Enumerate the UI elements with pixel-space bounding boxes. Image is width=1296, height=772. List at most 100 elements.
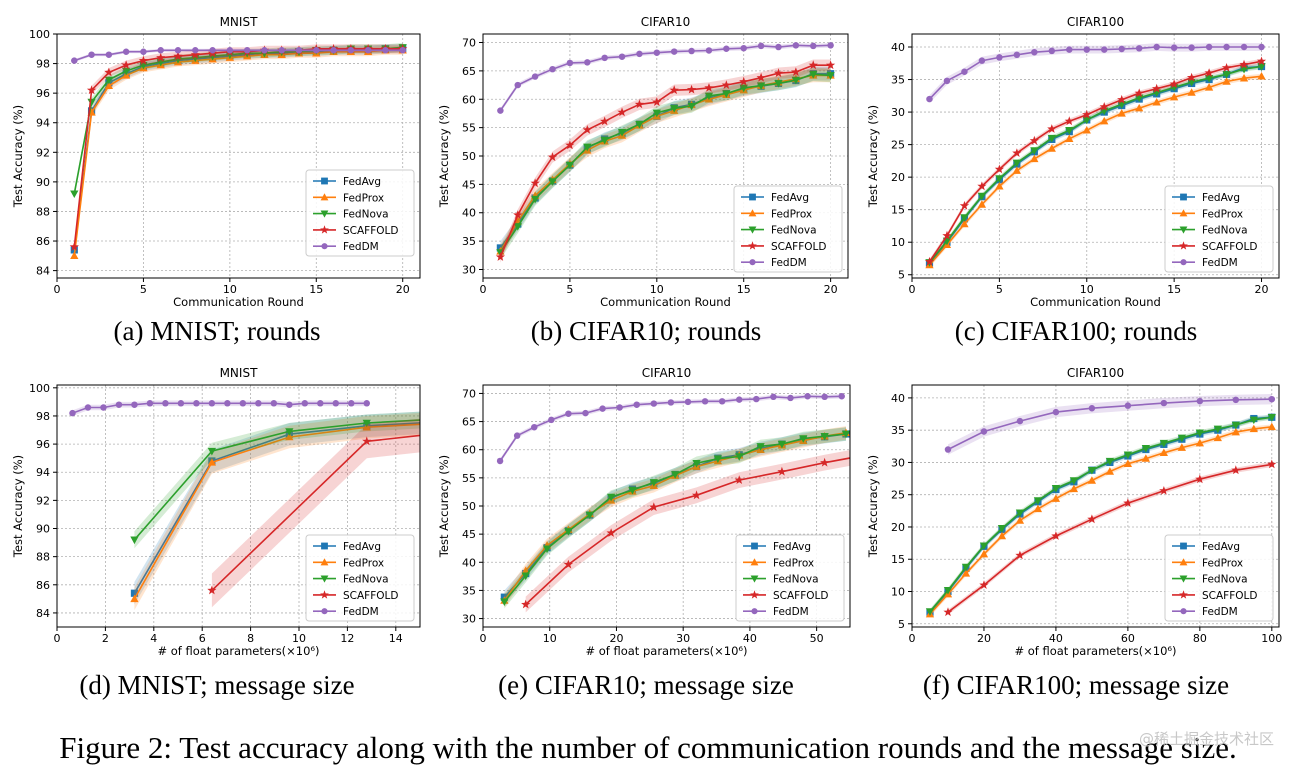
marker-triangle-down xyxy=(585,511,594,520)
marker-triangle-up xyxy=(750,558,759,566)
subcaption-c: (c) CIFAR100; rounds xyxy=(954,316,1198,346)
marker-star xyxy=(1012,148,1022,157)
marker-circle xyxy=(1013,51,1021,59)
marker-triangle-down xyxy=(943,586,953,595)
y-tick-label: 94 xyxy=(36,117,50,130)
marker-circle xyxy=(224,400,231,407)
legend-box xyxy=(733,185,843,273)
series-fednova xyxy=(925,414,1276,616)
marker-triangle-up xyxy=(1204,83,1214,91)
legend-label: FedAvg xyxy=(1202,192,1240,204)
marker-star xyxy=(600,116,610,126)
plot-area xyxy=(925,394,1277,618)
marker-triangle-down xyxy=(1082,116,1091,125)
y-tick-label: 50 xyxy=(462,150,476,163)
marker-triangle-down xyxy=(841,430,850,439)
marker-star xyxy=(1267,459,1277,469)
marker-circle xyxy=(313,47,320,54)
marker-star xyxy=(826,60,836,70)
y-tick-label: 20 xyxy=(891,521,905,534)
marker-circle xyxy=(295,47,303,54)
plot-area xyxy=(924,43,1267,269)
y-axis-label: Test Accuracy (%) xyxy=(866,105,880,208)
legend-label: FedNova xyxy=(1202,225,1248,237)
marker-triangle-down xyxy=(791,76,800,85)
legend-label: SCAFFOLD xyxy=(343,590,398,602)
y-tick-label: 88 xyxy=(36,551,50,564)
marker-triangle-up xyxy=(1195,438,1204,447)
subcaption-d: (d) MNIST; message size xyxy=(79,670,355,700)
marker-triangle-up xyxy=(1231,427,1240,436)
marker-square xyxy=(321,542,328,550)
marker-triangle-up xyxy=(1047,144,1056,152)
marker-circle xyxy=(243,47,251,54)
y-tick-label: 30 xyxy=(891,456,905,469)
marker-triangle-up xyxy=(961,569,971,577)
x-axis-label: # of float parameters(×10⁶) xyxy=(157,644,319,658)
marker-triangle-up xyxy=(1087,476,1097,484)
marker-triangle-down xyxy=(500,598,509,606)
marker-triangle-up xyxy=(320,558,329,566)
marker-star xyxy=(704,83,714,92)
marker-triangle-up xyxy=(1069,484,1079,493)
marker-circle xyxy=(1258,43,1265,51)
marker-triangle-down xyxy=(617,128,627,137)
marker-star xyxy=(138,55,149,65)
y-tick-label: 70 xyxy=(462,387,476,400)
marker-circle xyxy=(827,42,834,49)
x-tick-label: 0 xyxy=(480,632,487,645)
x-tick-label: 15 xyxy=(309,283,323,296)
marker-circle xyxy=(740,44,747,52)
series-line xyxy=(947,398,1272,451)
legend-label: FedProx xyxy=(773,557,814,569)
marker-triangle-down xyxy=(750,575,759,583)
marker-circle xyxy=(193,400,200,407)
marker-circle xyxy=(84,404,92,411)
x-tick-label: 12 xyxy=(340,632,354,645)
y-tick-label: 40 xyxy=(891,41,905,54)
marker-star xyxy=(959,200,970,210)
y-tick-label: 45 xyxy=(462,528,476,541)
marker-triangle-down xyxy=(1123,451,1133,460)
legend-label: SCAFFOLD xyxy=(1202,590,1257,602)
legend-label: FedDM xyxy=(343,606,379,618)
marker-triangle-down xyxy=(739,84,748,93)
series-fedprox xyxy=(925,71,1266,269)
x-tick-label: 0 xyxy=(54,632,61,645)
x-axis-label: Communication Round xyxy=(173,295,304,309)
marker-star xyxy=(582,125,592,134)
marker-star xyxy=(156,52,166,62)
confidence-band xyxy=(948,394,1272,455)
chart-panel: 0 5 10 15 20 84 86 88 90 92 94 96 98 100 MNIST Communic… xyxy=(11,15,421,309)
marker-star xyxy=(750,590,759,599)
marker-triangle-up xyxy=(1105,467,1115,475)
y-tick-label: 92 xyxy=(36,146,50,159)
marker-circle xyxy=(115,401,123,408)
marker-triangle-up xyxy=(1117,109,1126,117)
marker-circle xyxy=(653,49,661,56)
y-tick-label: 88 xyxy=(36,205,50,218)
y-tick-label: 55 xyxy=(462,122,476,135)
marker-circle xyxy=(1066,46,1073,53)
x-tick-label: 40 xyxy=(1049,632,1063,645)
marker-triangle-down xyxy=(774,80,783,88)
marker-triangle-down xyxy=(692,459,701,468)
marker-triangle-down xyxy=(70,190,79,199)
confidence-band xyxy=(134,413,420,611)
marker-triangle-up xyxy=(130,594,139,603)
marker-triangle-down xyxy=(548,178,557,186)
x-axis-label: Communication Round xyxy=(1030,295,1161,309)
x-tick-label: 15 xyxy=(1167,283,1181,296)
marker-circle xyxy=(688,47,695,55)
marker-star xyxy=(756,72,766,82)
y-tick-label: 25 xyxy=(891,489,905,502)
legend-label: FedNova xyxy=(773,574,819,586)
marker-triangle-down xyxy=(826,72,835,80)
y-tick-label: 100 xyxy=(29,382,50,395)
x-tick-label: 10 xyxy=(543,632,557,645)
marker-circle xyxy=(531,423,538,431)
y-tick-label: 90 xyxy=(36,523,50,536)
marker-circle xyxy=(270,400,278,407)
marker-circle xyxy=(209,47,216,54)
